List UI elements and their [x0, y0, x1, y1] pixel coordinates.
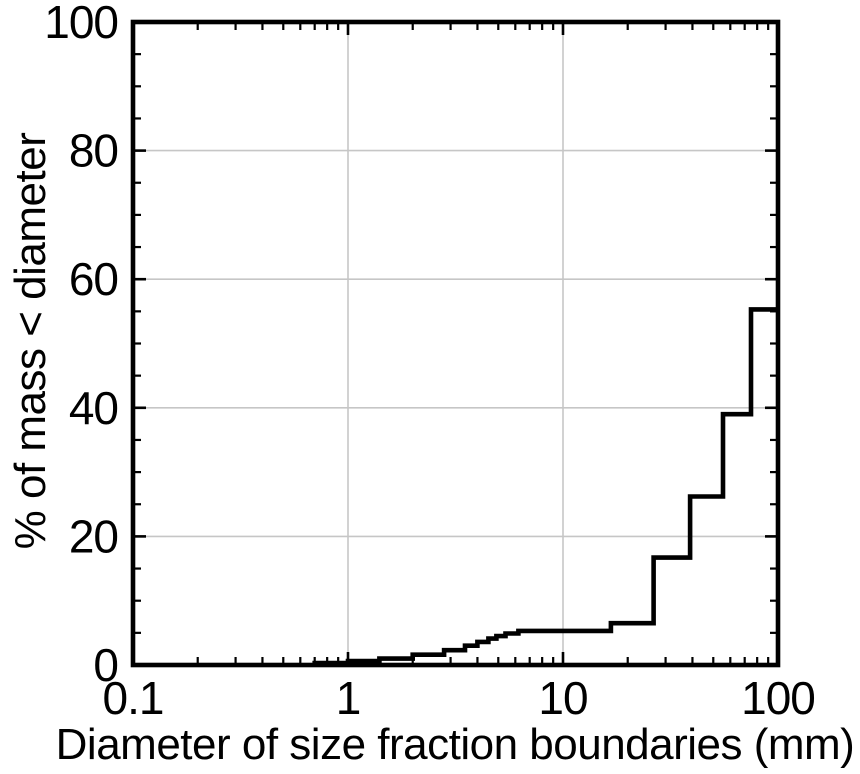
- x-tick-label: 100: [741, 672, 815, 724]
- plot-border: [130, 19, 781, 668]
- y-tick-label: 100: [44, 0, 118, 48]
- x-axis-title: Diameter of size fraction boundaries (mm…: [55, 720, 855, 769]
- y-tick-label: 40: [69, 382, 118, 434]
- y-tick-label: 0: [93, 639, 118, 691]
- y-axis-title: % of mass < diameter: [6, 132, 55, 550]
- data-step-line: [312, 307, 778, 666]
- y-tick-label: 20: [69, 510, 118, 562]
- x-tick-label: 10: [538, 672, 587, 724]
- y-tick-label: 80: [69, 125, 118, 177]
- x-tick-label: 1: [336, 672, 361, 724]
- y-tick-label: 60: [69, 253, 118, 305]
- x-tick-label: 0.1: [103, 672, 164, 724]
